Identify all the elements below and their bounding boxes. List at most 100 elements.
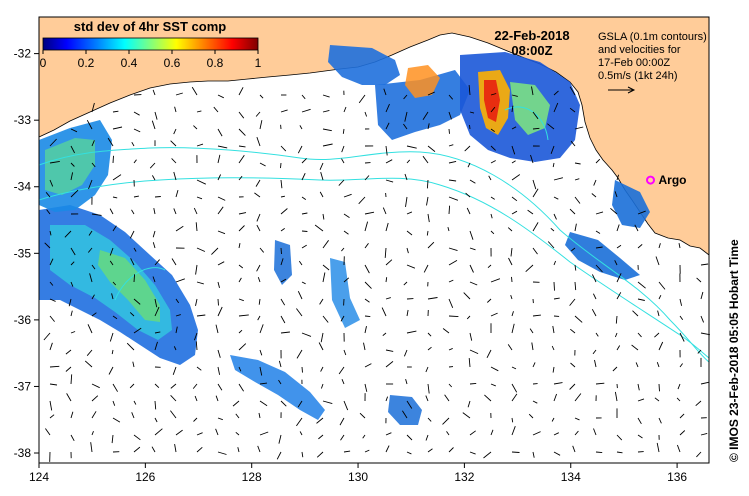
velocity-arrow xyxy=(299,431,303,436)
velocity-arrow xyxy=(406,451,412,455)
velocity-arrow xyxy=(322,240,329,249)
velocity-arrow xyxy=(490,429,494,436)
velocity-arrow xyxy=(404,173,408,181)
lat-tick-label: -35 xyxy=(14,246,32,260)
velocity-arrow xyxy=(49,138,57,147)
velocity-arrow xyxy=(49,298,56,302)
velocity-arrow xyxy=(133,434,141,441)
velocity-arrow xyxy=(175,92,183,96)
velocity-arrow xyxy=(49,179,54,187)
velocity-arrow xyxy=(364,281,372,289)
lat-tick-label: -32 xyxy=(14,47,32,61)
velocity-arrow xyxy=(700,432,708,436)
velocity-arrow xyxy=(296,308,303,317)
velocity-arrow xyxy=(593,179,597,186)
velocity-arrow xyxy=(70,411,74,419)
velocity-arrow xyxy=(280,315,286,324)
velocity-arrow xyxy=(91,102,95,113)
velocity-arrow xyxy=(610,207,618,215)
velocity-arrow xyxy=(171,258,177,266)
velocity-arrow xyxy=(614,260,618,266)
velocity-arrow xyxy=(448,315,459,318)
velocity-arrow xyxy=(152,242,156,249)
velocity-arrow xyxy=(572,445,576,453)
velocity-arrow xyxy=(193,417,198,422)
velocity-arrow xyxy=(322,400,333,405)
velocity-arrow xyxy=(133,446,141,453)
velocity-arrow xyxy=(385,179,394,183)
velocity-arrow xyxy=(217,230,226,235)
velocity-arrow xyxy=(385,145,388,156)
velocity-arrow xyxy=(343,450,351,453)
velocity-arrow xyxy=(422,111,429,120)
velocity-arrow xyxy=(259,162,266,167)
velocity-arrow xyxy=(467,400,471,408)
velocity-arrow xyxy=(217,366,221,375)
velocity-arrow xyxy=(217,451,227,455)
velocity-arrow xyxy=(278,360,282,368)
velocity-arrow xyxy=(88,230,93,236)
velocity-arrow xyxy=(112,110,119,113)
velocity-arrow xyxy=(637,417,642,425)
velocity-arrow xyxy=(446,431,450,436)
velocity-arrow xyxy=(679,363,683,368)
velocity-arrow xyxy=(490,145,496,151)
velocity-arrow xyxy=(569,86,576,96)
velocity-arrow xyxy=(404,111,408,122)
velocity-arrow xyxy=(44,242,51,249)
velocity-arrow xyxy=(364,211,375,215)
velocity-arrow xyxy=(235,431,240,436)
velocity-arrow xyxy=(343,230,349,235)
velocity-arrow xyxy=(217,94,224,99)
velocity-arrow xyxy=(133,400,137,405)
velocity-arrow xyxy=(170,410,177,419)
velocity-arrow xyxy=(343,193,352,198)
velocity-arrow xyxy=(385,222,389,232)
velocity-arrow xyxy=(43,332,51,341)
velocity-arrow xyxy=(280,228,285,232)
velocity-arrow xyxy=(257,315,261,321)
velocity-arrow xyxy=(637,383,640,391)
velocity-arrow xyxy=(196,143,204,147)
velocity-arrow xyxy=(406,434,413,441)
velocity-arrow xyxy=(109,260,114,266)
velocity-arrow xyxy=(406,330,417,334)
sst-patch-coast-east xyxy=(565,232,640,280)
velocity-arrow xyxy=(511,276,513,283)
velocity-arrow xyxy=(194,395,198,402)
lon-tick-label: 134 xyxy=(561,470,581,484)
velocity-arrow xyxy=(382,207,387,215)
velocity-arrow xyxy=(469,124,471,130)
velocity-arrow xyxy=(126,342,135,351)
velocity-arrow xyxy=(532,314,541,317)
velocity-arrow xyxy=(278,434,282,444)
velocity-arrow xyxy=(696,451,702,458)
velocity-arrow xyxy=(320,366,324,372)
lat-tick-label: -37 xyxy=(14,379,32,393)
velocity-arrow xyxy=(381,307,387,317)
lon-tick-label: 126 xyxy=(135,470,155,484)
velocity-arrow xyxy=(364,298,370,303)
velocity-arrow xyxy=(91,411,97,419)
velocity-arrow xyxy=(448,279,454,283)
velocity-arrow xyxy=(109,208,114,215)
velocity-arrow xyxy=(217,206,224,215)
velocity-arrow xyxy=(258,298,261,305)
velocity-arrow xyxy=(655,256,660,266)
velocity-arrow xyxy=(131,209,135,215)
velocity-arrow xyxy=(385,122,390,130)
velocity-arrow xyxy=(511,94,518,97)
velocity-arrow xyxy=(448,383,453,388)
velocity-arrow xyxy=(532,111,539,120)
velocity-arrow xyxy=(319,162,324,170)
velocity-arrow xyxy=(427,417,432,422)
velocity-arrow xyxy=(111,293,114,300)
velocity-arrow xyxy=(70,145,75,154)
velocity-arrow xyxy=(448,447,454,453)
velocity-arrow xyxy=(340,315,345,322)
velocity-arrow xyxy=(154,428,163,436)
velocity-arrow xyxy=(91,162,96,168)
velocity-arrow xyxy=(191,86,198,96)
velocity-arrow xyxy=(112,225,117,232)
velocity-arrow xyxy=(490,230,495,235)
